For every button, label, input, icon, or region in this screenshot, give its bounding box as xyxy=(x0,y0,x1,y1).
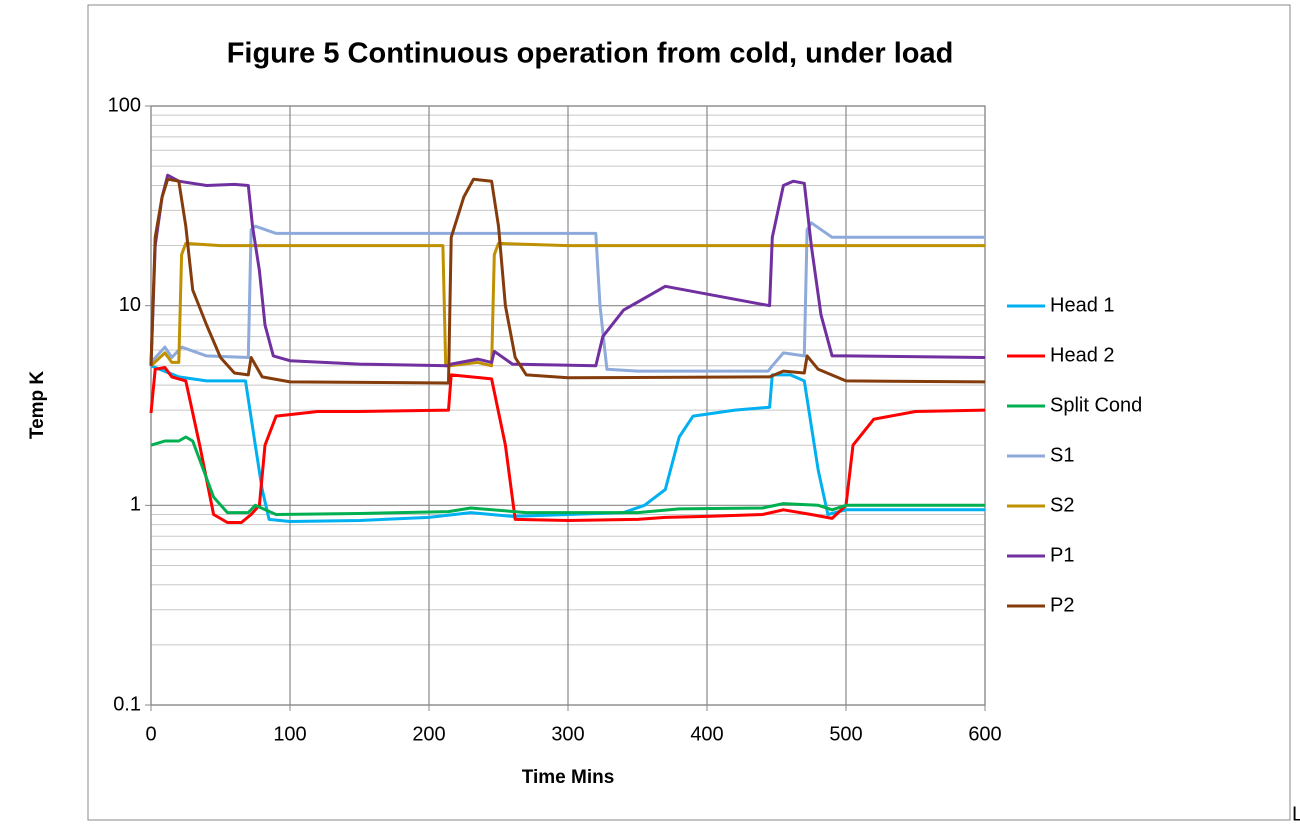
series-line xyxy=(149,173,986,368)
x-tick-label: 200 xyxy=(412,723,445,745)
x-axis-title: Time Mins xyxy=(522,767,615,788)
legend-label: P2 xyxy=(1050,594,1074,616)
x-tick-label: 500 xyxy=(829,723,862,745)
chart-frame xyxy=(87,4,1291,821)
legend-label: Head 1 xyxy=(1050,294,1115,316)
trailing-text: Left xyxy=(1292,803,1300,825)
legend-label: Split Cond xyxy=(1050,394,1142,416)
legend-label: Head 2 xyxy=(1050,344,1115,366)
y-tick-label: 100 xyxy=(108,94,141,116)
x-tick-label: 100 xyxy=(273,723,306,745)
legend-label: S2 xyxy=(1050,494,1074,516)
series-line xyxy=(149,241,985,368)
legend-label: P1 xyxy=(1050,544,1074,566)
y-tick-label: 0.1 xyxy=(113,693,141,715)
x-tick-label: 600 xyxy=(968,723,1001,745)
legend-label: S1 xyxy=(1050,444,1074,466)
series-line xyxy=(150,435,985,516)
x-tick-label: 300 xyxy=(551,723,584,745)
y-tick-label: 1 xyxy=(130,494,141,516)
x-tick-label: 400 xyxy=(690,723,723,745)
y-axis-title: Temp K xyxy=(27,371,48,440)
y-tick-label: 10 xyxy=(119,294,141,316)
series-line xyxy=(149,177,986,385)
x-tick-label: 0 xyxy=(145,723,156,745)
chart-title: Figure 5 Continuous operation from cold,… xyxy=(227,38,954,70)
series-line xyxy=(149,221,985,373)
